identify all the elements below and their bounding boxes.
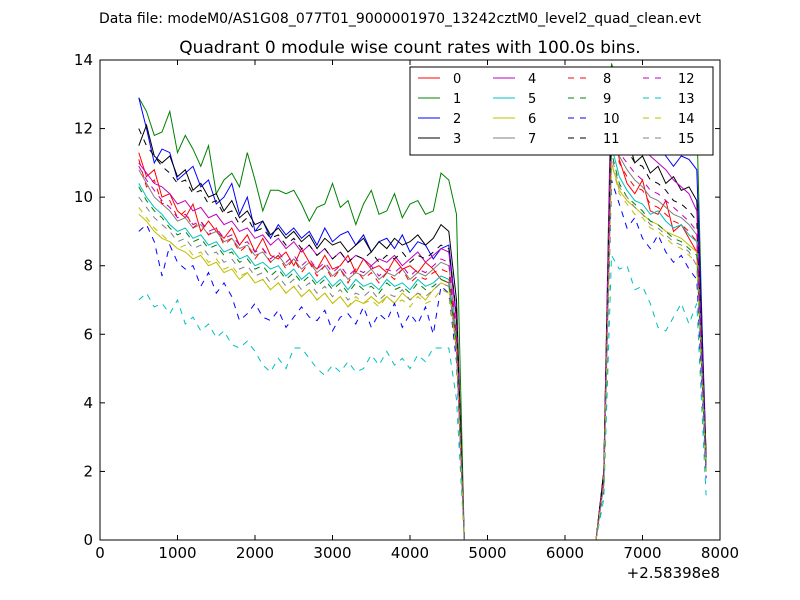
legend-label-0: 0 [453,72,461,87]
legend-label-8: 8 [603,72,611,87]
legend-label-13: 13 [678,92,695,107]
series-line-12 [138,121,707,541]
series-line-11 [138,107,707,541]
y-tick-label: 14 [74,51,93,69]
x-tick-label: 1000 [158,544,196,562]
y-tick-label: 2 [83,462,93,480]
legend-label-7: 7 [528,132,536,147]
series-line-3 [138,101,707,541]
y-tick-label: 6 [83,325,93,343]
series-line-13 [138,253,707,541]
series-line-9 [138,152,707,541]
legend-label-14: 14 [678,112,695,127]
y-tick-label: 10 [74,188,93,206]
x-tick-label: 7000 [623,544,661,562]
x-tick-label: 4000 [391,544,429,562]
tick-layer: 0 1000 2000 3000 4000 5000 6000 7000 80000246810… [74,51,739,562]
legend-label-5: 5 [528,92,536,107]
x-tick-label: 6000 [546,544,584,562]
legend-label-4: 4 [528,72,536,87]
legend-label-11: 11 [603,132,620,147]
y-tick-label: 4 [83,394,93,412]
legend-label-6: 6 [528,112,536,127]
series-line-7 [138,128,707,541]
x-tick-label: 0 [95,544,105,562]
series-line-14 [138,162,707,541]
legend-label-3: 3 [453,132,461,147]
legend-frame [409,66,714,156]
x-tick-label: 2000 [236,544,274,562]
legend-label-10: 10 [603,112,620,127]
y-tick-label: 8 [83,257,93,275]
x-tick-label: 5000 [468,544,506,562]
series-layer [138,63,707,541]
x-tick-label: 3000 [313,544,351,562]
legend-label-15: 15 [678,132,695,147]
suptitle: Data file: modeM0/AS1G08_077T01_90000019… [99,11,701,27]
y-tick-label: 0 [83,531,93,549]
series-line-5 [138,145,707,541]
legend-label-1: 1 [453,92,461,107]
x-offset-label: +2.58398e8 [627,564,720,582]
chart-title: Quadrant 0 module wise count rates with … [179,38,640,58]
legend-label-9: 9 [603,92,611,107]
y-tick-label: 12 [74,120,93,138]
x-tick-label: 8000 [701,544,739,562]
legend-label-2: 2 [453,112,461,127]
legend-label-12: 12 [678,72,695,87]
series-line-10 [138,179,707,541]
